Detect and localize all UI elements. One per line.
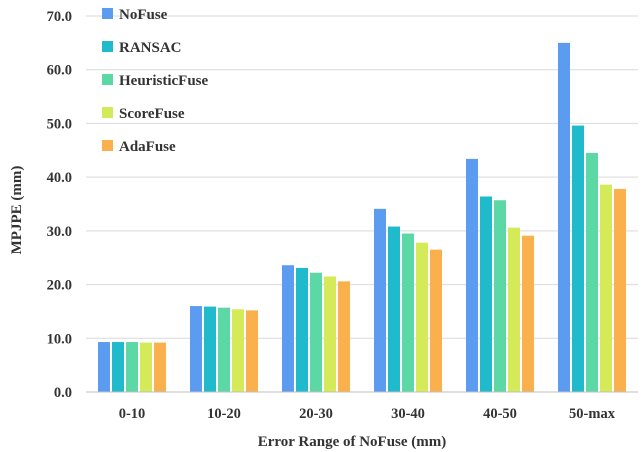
bar-ransac-0-10 — [112, 342, 124, 392]
bar-ransac-50-max — [572, 125, 584, 392]
bar-scorefuse-30-40 — [416, 242, 428, 392]
y-tick-label: 60.0 — [47, 63, 72, 79]
legend-swatch-adafuse — [102, 140, 113, 151]
bar-scorefuse-50-max — [600, 184, 612, 392]
legend-label-adafuse: AdaFuse — [119, 139, 176, 155]
bar-heuristicfuse-20-30 — [310, 272, 322, 392]
bar-scorefuse-40-50 — [508, 227, 520, 392]
bar-nofuse-20-30 — [282, 265, 294, 392]
bar-heuristicfuse-30-40 — [402, 233, 414, 392]
y-tick-label: 10.0 — [47, 331, 72, 347]
y-tick-label: 30.0 — [47, 224, 72, 240]
bar-adafuse-50-max — [614, 188, 626, 392]
x-tick-label: 30-40 — [391, 406, 425, 422]
x-axis-ticks: 0-10 10-20 20-30 30-40 40-50 50-max — [119, 406, 616, 422]
bar-scorefuse-20-30 — [324, 276, 336, 392]
y-axis-ticks: 0.0 10.0 20.0 30.0 40.0 50.0 60.0 70.0 — [47, 9, 72, 401]
bar-heuristicfuse-50-max — [586, 152, 598, 392]
y-tick-label: 50.0 — [47, 116, 72, 132]
bar-heuristicfuse-0-10 — [126, 342, 138, 392]
legend: NoFuse RANSAC HeuristicFuse ScoreFuse AdaFus… — [102, 7, 208, 155]
legend-label-ransac: RANSAC — [119, 40, 182, 56]
bar-heuristicfuse-10-20 — [218, 307, 230, 392]
legend-label-heuristicfuse: HeuristicFuse — [119, 73, 208, 89]
bar-ransac-10-20 — [204, 306, 216, 392]
legend-label-scorefuse: ScoreFuse — [119, 106, 185, 122]
bar-ransac-30-40 — [388, 226, 400, 392]
bar-adafuse-20-30 — [338, 281, 350, 392]
bar-nofuse-10-20 — [190, 306, 202, 392]
gridlines — [86, 15, 638, 339]
legend-swatch-scorefuse — [102, 107, 113, 118]
legend-swatch-heuristicfuse — [102, 74, 113, 85]
y-tick-label: 20.0 — [47, 278, 72, 294]
y-tick-label: 0.0 — [54, 385, 72, 401]
x-tick-label: 40-50 — [483, 406, 517, 422]
legend-swatch-ransac — [102, 41, 113, 52]
bar-scorefuse-10-20 — [232, 309, 244, 392]
bar-adafuse-40-50 — [522, 235, 534, 392]
bar-nofuse-0-10 — [98, 342, 110, 392]
bar-nofuse-40-50 — [466, 158, 478, 392]
x-tick-label: 50-max — [569, 406, 616, 422]
bars — [98, 42, 626, 392]
x-axis-title: Error Range of NoFuse (mm) — [258, 434, 447, 450]
bar-nofuse-30-40 — [374, 208, 386, 392]
legend-label-nofuse: NoFuse — [119, 7, 168, 23]
x-tick-label: 20-30 — [299, 406, 333, 422]
x-tick-label: 10-20 — [207, 406, 241, 422]
bar-ransac-40-50 — [480, 196, 492, 392]
y-tick-label: 40.0 — [47, 170, 72, 186]
legend-swatch-nofuse — [102, 8, 113, 19]
x-tick-label: 0-10 — [119, 406, 146, 422]
bar-ransac-20-30 — [296, 267, 308, 392]
bar-nofuse-50-max — [558, 42, 570, 392]
bar-scorefuse-0-10 — [140, 342, 152, 392]
bar-adafuse-10-20 — [246, 310, 258, 392]
bar-adafuse-0-10 — [154, 342, 166, 392]
bar-adafuse-30-40 — [430, 249, 442, 392]
y-tick-label: 70.0 — [47, 9, 72, 25]
bar-heuristicfuse-40-50 — [494, 200, 506, 392]
y-axis-title: MPJPE (mm) — [9, 166, 25, 255]
